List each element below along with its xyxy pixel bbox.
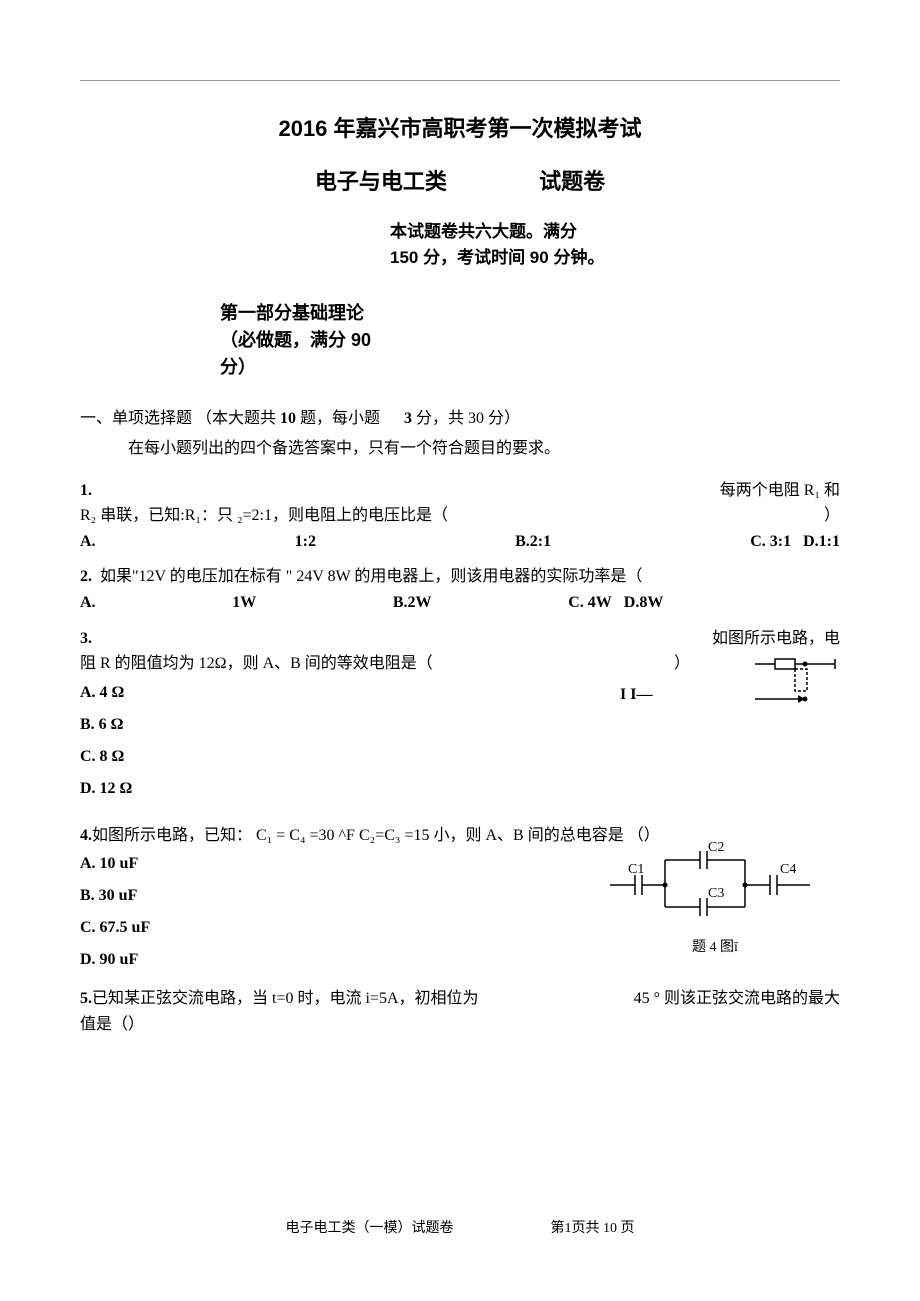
q4-c4-label: C4 — [780, 859, 796, 881]
q3-fig-label: I I— — [620, 682, 652, 708]
q4-num: 4. — [80, 827, 92, 844]
q1-optC: C. 3:1 — [750, 533, 791, 550]
page-footer: 电子电工类（一模）试题卷 第1页共 10 页 — [80, 1218, 840, 1240]
q3-num: 3. — [80, 626, 92, 652]
instr-prefix: 一、单项选择题 （本大题共 — [80, 410, 280, 427]
q1-optB: B.2:1 — [515, 529, 551, 555]
question-3: 3. 如图所示电路，电 阻 R 的阻值均为 12Ω，则 A、B 间的等效电阻是（… — [80, 626, 840, 805]
part1-instruction: 一、单项选择题 （本大题共 10 题，每小题 3 分，共 30 分） — [80, 406, 840, 432]
q3-optD: D. 12 Ω — [80, 773, 840, 805]
sub-title-left: 电子与电工类 — [315, 169, 447, 194]
main-title: 2016 年嘉兴市高职考第一次模拟考试 — [80, 111, 840, 146]
q1-line2-right: ） — [824, 503, 840, 529]
q5-text-left: 已知某正弦交流电路，当 t=0 时，电流 i=5A，初相位为 — [92, 990, 479, 1007]
q4-c2-label: C2 — [708, 837, 724, 859]
q3-line2-left: 阻 R 的阻值均为 12Ω，则 A、B 间的等效电阻是（ — [80, 651, 433, 677]
q2-optD: D.8W — [624, 594, 664, 611]
q2-optA-label: A. — [80, 590, 96, 616]
q5-num: 5. — [80, 990, 92, 1007]
q3-figure: I I— — [620, 654, 840, 724]
footer-right: 第1页共 10 页 — [551, 1221, 635, 1236]
q1-tail: 每两个电阻 R₁ 和 — [720, 478, 840, 504]
info-line1: 本试题卷共六大题。满分 — [390, 219, 840, 245]
question-1: 1. 每两个电阻 R₁ 和 R₂ 串联，已知:R₁：只 ₂=2:1，则电阻上的电… — [80, 478, 840, 555]
q4-c3-label: C3 — [708, 883, 724, 905]
q1-optA-label: A. — [80, 529, 96, 555]
section-h-l1: 第一部分基础理论 — [220, 300, 480, 327]
section-h-l3: 分） — [220, 354, 480, 381]
q4-text: 如图所示电路，已知： C₁ = C₄ =30 ^F C₂=C₃ =15 小，则 … — [92, 827, 660, 844]
footer-left: 电子电工类（一模）试题卷 — [286, 1221, 454, 1236]
instr-mid2: 题，每小题 — [296, 410, 380, 427]
q4-figure: C1 C2 C3 C4 题 4 图ī — [610, 845, 820, 960]
sub-title: 电子与电工类 试题卷 — [80, 164, 840, 199]
q5-line2: 值是（） — [80, 1012, 840, 1038]
section-h-l2: （必做题，满分 90 — [220, 327, 480, 354]
q3-circuit-icon — [750, 654, 840, 709]
exam-info: 本试题卷共六大题。满分 150 分，考试时间 90 分钟。 — [390, 219, 840, 270]
q3-tail: 如图所示电路，电 — [712, 626, 840, 652]
q5-text-right: 45 ° 则该正弦交流电路的最大 — [634, 986, 840, 1012]
q2-text: 如果"12V 的电压加在标有 " 24V 8W 的用电器上，则该用电器的实际功率… — [100, 568, 642, 585]
q4-caption: 题 4 图ī — [610, 937, 820, 959]
q2-num: 2. — [80, 568, 92, 585]
q2-optC: C. 4W — [568, 594, 612, 611]
section-heading: 第一部分基础理论 （必做题，满分 90 分） — [220, 300, 480, 381]
sub-title-right: 试题卷 — [539, 169, 605, 194]
q2-optB: B.2W — [393, 590, 432, 616]
question-2: 2. 如果"12V 的电压加在标有 " 24V 8W 的用电器上，则该用电器的实… — [80, 564, 840, 615]
q3-optC: C. 8 Ω — [80, 741, 840, 773]
instr-3: 3 — [404, 410, 412, 427]
instr-10: 10 — [280, 410, 296, 427]
q4-c1-label: C1 — [628, 859, 644, 881]
q2-optA: 1W — [232, 590, 256, 616]
top-rule — [80, 80, 840, 81]
q1-num: 1. — [80, 478, 92, 504]
instr-suffix: 分，共 30 分） — [412, 410, 520, 427]
info-line2: 150 分，考试时间 90 分钟。 — [390, 245, 840, 271]
q1-optA: 1:2 — [295, 529, 316, 555]
part1-note: 在每小题列出的四个备选答案中，只有一个符合题目的要求。 — [128, 436, 840, 462]
q1-optD: D.1:1 — [803, 533, 840, 550]
question-4: 4.如图所示电路，已知： C₁ = C₄ =30 ^F C₂=C₃ =15 小，… — [80, 823, 840, 977]
q1-line2-left: R₂ 串联，已知:R₁：只 ₂=2:1，则电阻上的电压比是（ — [80, 503, 448, 529]
question-5: 5.已知某正弦交流电路，当 t=0 时，电流 i=5A，初相位为 45 ° 则该… — [80, 986, 840, 1037]
